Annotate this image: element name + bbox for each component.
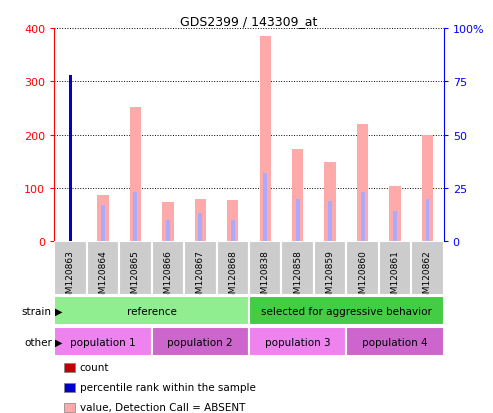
Text: reference: reference [127,306,176,316]
Bar [411,242,444,295]
Text: GSM120863: GSM120863 [66,249,75,304]
Bar [151,327,249,356]
Bar [227,200,239,242]
Bar [54,327,152,356]
Bar [119,242,151,295]
Text: strain: strain [22,306,52,316]
Text: GSM120865: GSM120865 [131,249,140,304]
Bar [292,150,303,242]
Bar [151,242,184,295]
Bar [360,193,364,242]
Bar [195,199,206,242]
Bar [184,242,216,295]
Bar [263,173,267,242]
Bar [97,195,108,242]
Bar [296,199,300,242]
Text: GSM120866: GSM120866 [163,249,173,304]
Bar [54,242,87,295]
Text: selected for aggressive behavior: selected for aggressive behavior [261,306,432,316]
Bar [130,108,141,242]
Bar [357,125,368,242]
Bar [162,203,174,242]
Text: population 2: population 2 [168,337,233,347]
Bar [101,205,105,242]
Bar [249,242,282,295]
Bar [393,212,397,242]
Text: value, Detection Call = ABSENT: value, Detection Call = ABSENT [80,402,245,412]
Text: GSM120862: GSM120862 [423,249,432,304]
Bar [282,242,314,295]
Bar [425,199,429,242]
Text: GSM120838: GSM120838 [261,249,270,304]
Bar [87,242,119,295]
Text: other: other [24,337,52,347]
Bar [134,193,138,242]
Text: GSM120867: GSM120867 [196,249,205,304]
Text: GSM120858: GSM120858 [293,249,302,304]
Bar [314,242,346,295]
Bar [346,242,379,295]
Bar [422,135,433,242]
Text: GSM120859: GSM120859 [325,249,335,304]
Text: GSM120868: GSM120868 [228,249,237,304]
Bar [69,76,72,242]
Text: GSM120861: GSM120861 [390,249,399,304]
Text: count: count [80,363,109,373]
Bar [346,327,444,356]
Bar [379,242,411,295]
Bar [198,214,202,242]
Bar [324,163,336,242]
Text: GSM120864: GSM120864 [99,249,107,304]
Bar [54,296,249,325]
Text: ▶: ▶ [55,306,63,316]
Title: GDS2399 / 143309_at: GDS2399 / 143309_at [180,15,317,28]
Bar [166,221,170,242]
Bar [249,327,346,356]
Bar [249,296,444,325]
Text: ▶: ▶ [55,337,63,347]
Text: population 3: population 3 [265,337,330,347]
Bar [216,242,249,295]
Bar [389,187,401,242]
Text: population 1: population 1 [70,337,136,347]
Text: GSM120860: GSM120860 [358,249,367,304]
Bar [328,201,332,242]
Bar [259,37,271,242]
Bar [69,140,72,242]
Bar [231,221,235,242]
Text: population 4: population 4 [362,337,428,347]
Text: percentile rank within the sample: percentile rank within the sample [80,382,256,392]
